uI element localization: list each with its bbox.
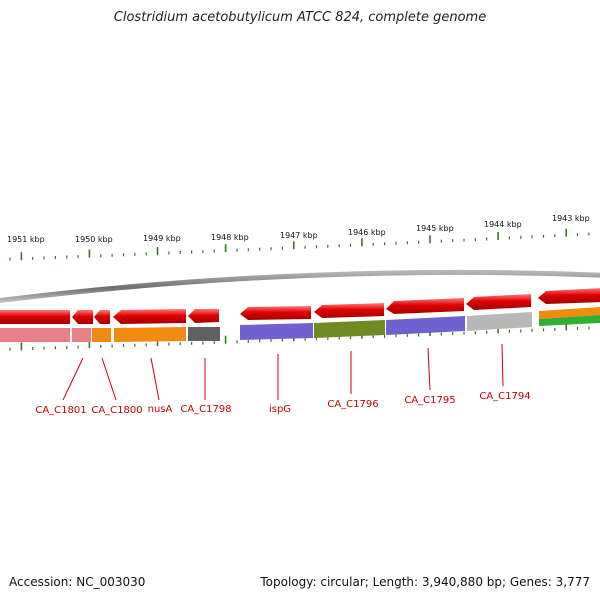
feature-segment[interactable] [114,327,186,342]
genome-backbone [0,269,600,304]
genome-title: Clostridium acetobutylicum ATCC 824, com… [113,10,487,25]
gene-label[interactable]: nusA [148,404,173,415]
gene-arrow[interactable] [113,309,186,324]
label-leaders [62,343,504,401]
gene-arrow[interactable] [314,303,384,318]
feature-segment[interactable] [72,328,91,342]
scale-label: 1944 kbp [484,220,522,229]
feature-segment[interactable] [314,320,385,338]
scale-label: 1946 kbp [348,228,386,237]
gene-label[interactable]: CA_C1795 [404,395,455,406]
gene-arrow[interactable] [188,309,219,323]
feature-segment[interactable] [92,328,111,342]
feature-segment[interactable] [467,312,532,331]
gene-label[interactable]: CA_C1798 [180,404,231,415]
feature-segment[interactable] [0,328,70,342]
gene-arrow[interactable] [466,294,531,310]
gene-arrow[interactable] [538,288,600,304]
gene-arrow[interactable] [94,310,110,324]
gene-label[interactable]: ispG [269,404,291,415]
accession-text: Accession: NC_003030 [9,575,146,589]
gene-label[interactable]: CA_C1794 [479,391,530,402]
gene-arrow[interactable] [386,298,464,314]
gene-labels: CA_C1801 CA_C1800 nusA CA_C1798 ispG CA_… [35,391,530,416]
scale-label: 1949 kbp [143,234,181,243]
gene-label[interactable]: CA_C1800 [91,405,142,416]
leader-line [150,357,160,401]
gene-arrows [0,288,600,324]
scale-label: 1951 kbp [7,235,45,244]
leader-line [62,357,84,401]
feature-band [0,307,600,342]
scale-labels: 1951 kbp 1950 kbp 1949 kbp 1948 kbp 1947… [7,214,590,244]
scale-label: 1943 kbp [552,214,590,223]
scale-label: 1950 kbp [75,235,113,244]
gene-label[interactable]: CA_C1801 [35,405,86,416]
leader-line [427,347,431,391]
genome-summary: Topology: circular; Length: 3,940,880 bp… [260,575,590,589]
leader-line [101,357,117,401]
gene-arrow[interactable] [0,310,70,324]
feature-segment[interactable] [188,327,220,341]
scale-ticks-upper [9,228,590,261]
feature-segment[interactable] [539,315,600,326]
leader-line [501,343,504,387]
gene-label[interactable]: CA_C1796 [327,399,378,410]
scale-label: 1945 kbp [416,224,454,233]
feature-segment[interactable] [386,316,465,335]
feature-segment[interactable] [240,323,313,340]
scale-label: 1948 kbp [211,233,249,242]
scale-label: 1947 kbp [280,231,318,240]
gene-arrow[interactable] [240,306,311,320]
gene-arrow[interactable] [72,310,93,324]
